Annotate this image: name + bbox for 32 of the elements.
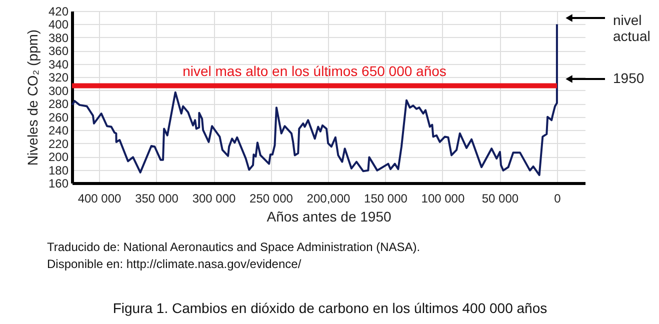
text: Traducido de: National Aeronautics and Space Administration (NASA). — [47, 240, 420, 254]
y-tick-label: 180 — [48, 163, 69, 178]
y-tick-label: 240 — [48, 124, 69, 138]
x-tick-label: 200,000 — [306, 192, 350, 206]
y-axis-title: Niveles de CO₂ (ppm) — [24, 29, 40, 166]
y-tick-label: 340 — [48, 57, 69, 72]
y-tick-label: 200 — [48, 150, 69, 164]
x-axis-title: Años antes de 1950 — [266, 208, 392, 224]
y-tick-label: 260 — [48, 110, 69, 124]
y-tick-label: 160 — [48, 176, 69, 190]
text: Disponible en: http://climate.nasa.gov/evidence/ — [47, 257, 302, 271]
x-tick-label: 300 000 — [192, 192, 236, 206]
y-tick-label: 220 — [48, 136, 69, 151]
x-tick-label: 50 000 — [482, 192, 519, 206]
text: 1950 — [613, 70, 644, 86]
y-tick-label: 360 — [48, 44, 69, 58]
text: Figura 1. Cambios en dióxido de carbono en los últimos 400 000 años — [112, 300, 548, 316]
x-tick-label: 100 000 — [421, 192, 465, 206]
line-series — [71, 23, 558, 176]
series-label: nivel mas alto en los últimos 650 000 años — [182, 62, 446, 79]
y-tick-label: 320 — [48, 70, 69, 85]
x-tick-label: 0 — [554, 192, 562, 206]
x-tick-label: 400 000 — [78, 192, 122, 206]
y-tick-label: 400 — [48, 18, 69, 32]
x-tick-label: 150 000 — [364, 192, 408, 206]
text: nivel actual — [613, 12, 650, 44]
y-tick-label: 280 — [48, 97, 69, 112]
y-tick-label: 420 — [48, 4, 69, 18]
y-tick-label: 300 — [48, 84, 69, 98]
y-tick-label: 380 — [48, 30, 69, 45]
x-tick-label: 350 000 — [135, 192, 179, 206]
x-tick-label: 250 000 — [250, 192, 294, 206]
